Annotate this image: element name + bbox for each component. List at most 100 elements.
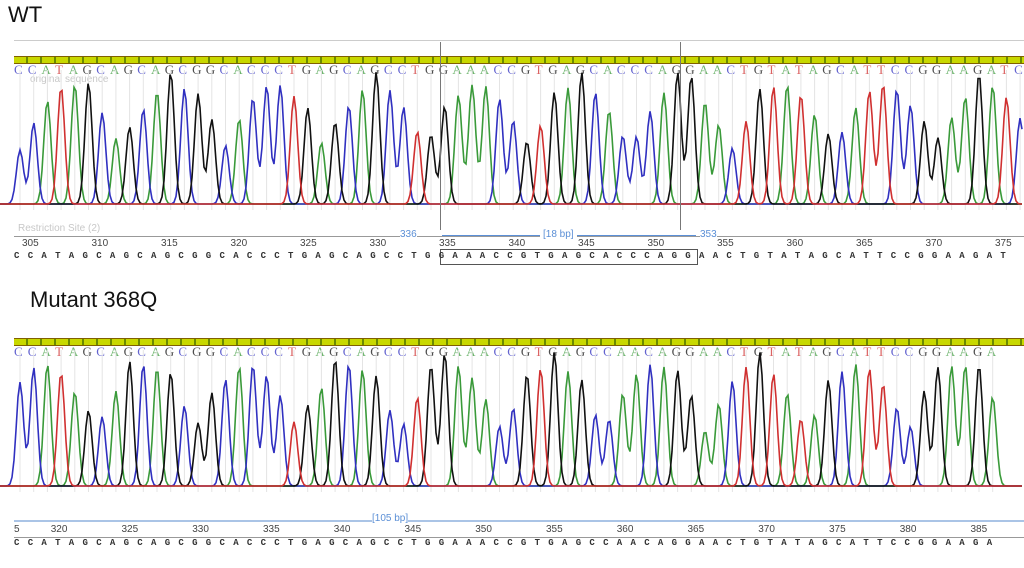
base-T: T: [740, 344, 749, 359]
tick-label: 345: [404, 524, 422, 535]
base-A: A: [616, 538, 623, 548]
base-A: A: [986, 344, 997, 359]
base-G: G: [671, 538, 677, 548]
base-A: A: [466, 62, 476, 77]
base-C: C: [246, 62, 256, 77]
base-C: C: [27, 344, 37, 359]
base-T: T: [534, 251, 540, 261]
tick-label: 355: [717, 238, 734, 249]
base-G: G: [301, 62, 312, 77]
base-G: G: [520, 62, 531, 77]
tick-label: 320: [230, 238, 248, 249]
base-T: T: [55, 344, 64, 359]
base-G: G: [192, 62, 202, 77]
base-A: A: [479, 251, 486, 261]
base-A: A: [479, 62, 490, 77]
base-C: C: [260, 344, 270, 359]
sequence-caption: original sequence: [30, 74, 109, 85]
base-G: G: [931, 251, 938, 261]
base-A: A: [959, 538, 965, 548]
cursor-line-left[interactable]: [440, 42, 441, 230]
base-C: C: [630, 251, 636, 261]
base-C: C: [890, 344, 900, 359]
base-C: C: [137, 538, 143, 548]
base-A: A: [781, 251, 787, 261]
base-A: A: [657, 62, 668, 77]
base-A: A: [151, 344, 161, 359]
base-G: G: [822, 344, 832, 359]
tick-label: 360: [786, 238, 804, 249]
base-C: C: [493, 251, 499, 261]
base-C: C: [507, 538, 513, 548]
tick-label: 335: [263, 524, 280, 535]
base-G: G: [931, 344, 942, 359]
base-A: A: [41, 538, 47, 548]
base-A: A: [151, 62, 161, 77]
base-T: T: [863, 344, 872, 359]
base-T: T: [863, 62, 872, 77]
base-C: C: [493, 62, 503, 77]
tick-label: 5: [14, 524, 20, 535]
base-G: G: [973, 251, 979, 261]
tick-label: 340: [508, 238, 526, 249]
base-A: A: [603, 62, 613, 77]
base-C: C: [397, 538, 403, 548]
base-G: G: [575, 62, 586, 77]
tick-label: 340: [333, 524, 351, 535]
base-A: A: [712, 344, 723, 359]
base-C: C: [726, 344, 736, 359]
base-C: C: [589, 344, 599, 359]
base-T: T: [411, 538, 417, 548]
trace-T: [0, 366, 1022, 487]
base-A: A: [630, 344, 640, 359]
tick-label: 385: [970, 524, 988, 535]
base-T: T: [740, 62, 749, 77]
base-C: C: [383, 62, 393, 77]
base-A: A: [986, 251, 993, 261]
tick-label: 370: [925, 238, 943, 249]
base-T: T: [767, 251, 773, 261]
base-G: G: [82, 62, 92, 77]
base-C: C: [260, 62, 270, 77]
chromatogram-mutant: [0, 350, 1022, 492]
base-C: C: [890, 62, 900, 77]
selected-region-box[interactable]: [440, 249, 698, 265]
ruler-ticks: 5 320 325 330 335 340 345 350 355 360 365 370 375 380…: [0, 524, 1024, 536]
region-length: [105 bp]: [372, 513, 409, 524]
base-G: G: [301, 251, 308, 261]
base-C: C: [726, 538, 732, 548]
base-A: A: [699, 251, 705, 261]
base-A: A: [699, 344, 709, 359]
base-G: G: [822, 251, 828, 261]
tick-label: 365: [687, 524, 705, 535]
base-A: A: [356, 251, 362, 261]
base-G: G: [82, 344, 92, 359]
base-G: G: [438, 62, 449, 77]
base-A: A: [41, 251, 47, 261]
cursor-line-right[interactable]: [680, 42, 681, 230]
base-C: C: [219, 538, 225, 548]
base-C: C: [644, 344, 653, 359]
tick-label: 370: [758, 524, 775, 535]
base-C: C: [27, 251, 34, 261]
base-C: C: [14, 344, 23, 359]
base-G: G: [164, 62, 175, 77]
base-T: T: [55, 62, 64, 77]
base-G: G: [520, 344, 531, 359]
base-C: C: [342, 538, 349, 548]
base-A: A: [808, 62, 818, 77]
base-G: G: [753, 251, 760, 261]
base-T: T: [794, 251, 801, 261]
base-A: A: [959, 62, 969, 77]
base-C: C: [137, 62, 146, 77]
base-G: G: [192, 538, 198, 548]
base-G: G: [685, 62, 695, 77]
chromatogram-wt: [0, 70, 1023, 210]
tick-label: 315: [161, 238, 178, 249]
base-T: T: [288, 251, 294, 261]
tick-label: 305: [22, 238, 39, 249]
tick-label: 330: [369, 238, 387, 249]
base-G: G: [918, 62, 928, 77]
base-T: T: [1000, 251, 1006, 261]
base-C: C: [603, 344, 612, 359]
